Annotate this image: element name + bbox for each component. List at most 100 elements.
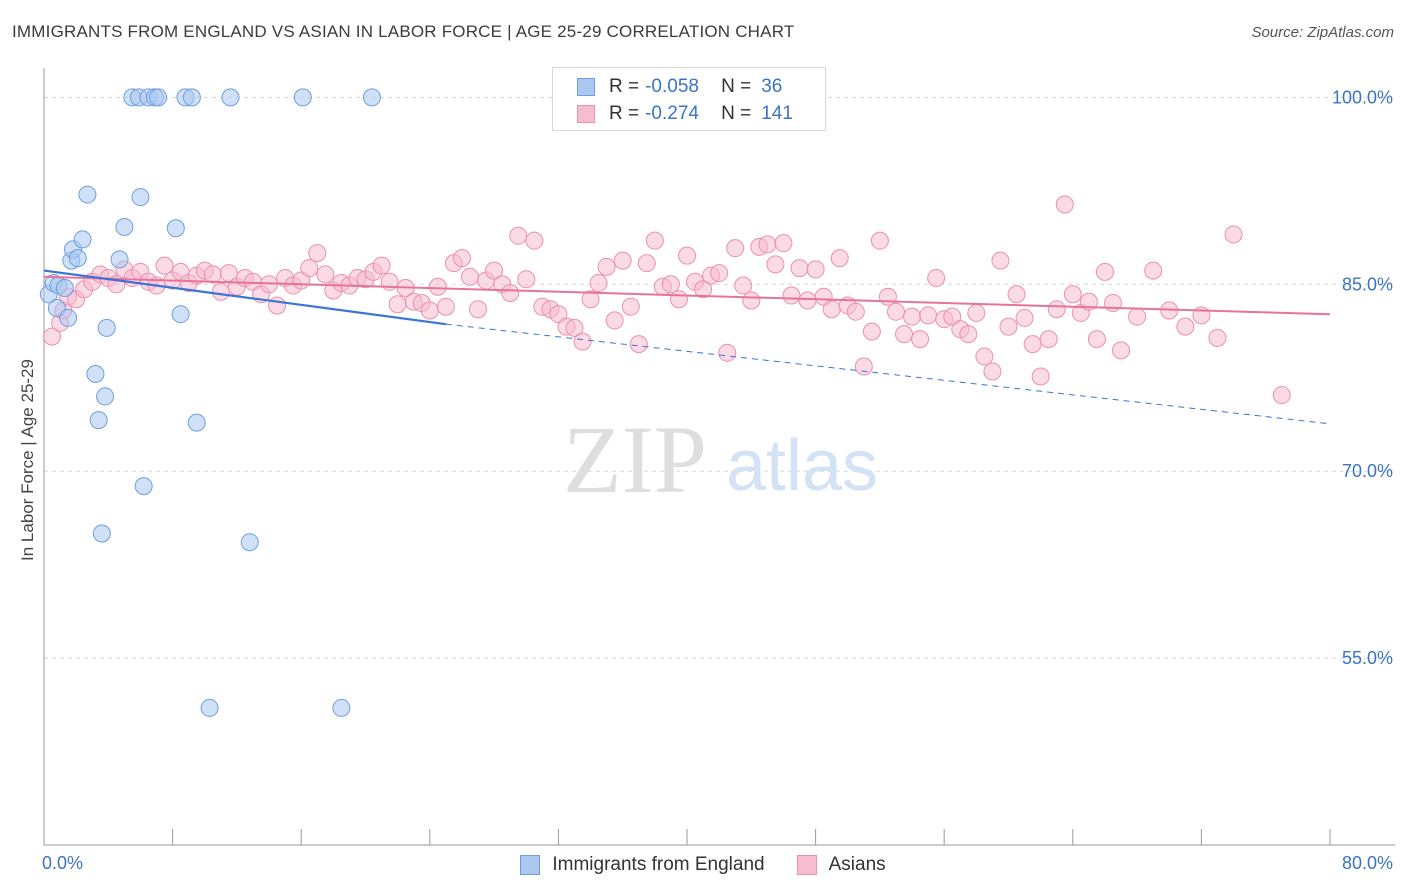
asian-point: [613, 251, 632, 270]
asian-point: [1055, 195, 1074, 214]
asian-point: [1176, 317, 1195, 336]
stats-row-england: R = -0.058 N = 36: [553, 74, 782, 100]
england-point: [240, 533, 259, 552]
legend-item-asians: Asians: [796, 854, 886, 876]
asian-point: [774, 234, 793, 253]
england-point: [134, 477, 153, 496]
trend-lines: [43, 269, 1331, 425]
england-point: [55, 279, 74, 298]
asian-point: [734, 276, 753, 295]
data-points: [39, 88, 1291, 717]
asian-point: [517, 270, 536, 289]
asian-point: [316, 265, 335, 284]
england-point: [86, 365, 105, 383]
asian-point: [1272, 386, 1291, 405]
asian-point: [452, 249, 471, 268]
asian-point: [983, 362, 1002, 381]
r-label: R =: [609, 103, 640, 124]
y-tick-label: 70.0%: [1342, 461, 1393, 481]
legend-label-asians: Asians: [828, 854, 886, 875]
asian-point: [509, 226, 528, 245]
source-credit: Source: ZipAtlas.com: [1251, 24, 1394, 41]
asian-point: [1112, 341, 1131, 360]
asian-point: [790, 259, 809, 278]
asians-legend-swatch: [796, 855, 817, 875]
asian-point: [919, 306, 938, 325]
asian-point: [605, 311, 624, 330]
n-value: 141: [761, 103, 793, 124]
asian-point: [501, 284, 520, 303]
asian-point: [637, 254, 656, 273]
tick-labels: 100.0% 85.0% 70.0% 55.0% 0.0% 80.0%: [42, 87, 1393, 873]
england-point: [332, 698, 351, 717]
asian-point: [203, 265, 222, 284]
axes: [43, 68, 1395, 846]
asian-point: [211, 282, 230, 301]
asian-point: [1079, 292, 1098, 311]
asian-point: [999, 317, 1018, 336]
asian-point: [1023, 335, 1042, 354]
n-label: N =: [721, 76, 752, 97]
england-point: [115, 217, 134, 236]
asian-point: [1039, 330, 1058, 349]
england-point: [131, 188, 150, 207]
asian-point: [573, 332, 592, 351]
r-label: R =: [609, 76, 640, 97]
stats-row-asians: R = -0.274 N = 141: [553, 101, 793, 127]
asian-point: [268, 296, 287, 315]
asian-point: [710, 264, 729, 283]
gridlines: [44, 96, 1395, 659]
asian-point: [485, 261, 504, 280]
asian-point: [822, 300, 841, 319]
asian-point: [43, 327, 62, 346]
chart-title: IMMIGRANTS FROM ENGLAND VS ASIAN IN LABO…: [12, 22, 795, 41]
asian-point: [428, 277, 447, 296]
england-point: [182, 88, 201, 107]
asian-point: [372, 256, 391, 275]
watermark-zip: ZIP: [563, 406, 707, 513]
asian-point: [726, 239, 745, 258]
asian-point: [1007, 285, 1026, 304]
asian-point: [895, 325, 914, 344]
asian-point: [927, 269, 946, 288]
asian-point: [1063, 285, 1082, 304]
asians-trend-line: [43, 275, 1331, 316]
england-point: [96, 387, 115, 406]
asian-point: [862, 322, 881, 341]
asian-point: [420, 301, 439, 320]
asian-point: [854, 357, 873, 376]
watermark-atlas: atlas: [726, 426, 878, 506]
asian-point: [1015, 308, 1034, 327]
england-point: [59, 308, 78, 327]
england-point: [89, 411, 108, 430]
watermark: ZIP atlas: [563, 406, 878, 513]
x-tick-label: 80.0%: [1342, 853, 1393, 873]
asian-point: [1144, 261, 1163, 280]
asian-point: [975, 347, 994, 366]
asian-point: [661, 275, 680, 294]
asian-point: [806, 260, 825, 279]
asian-point: [155, 256, 174, 275]
asian-point: [1128, 307, 1147, 326]
asian-point: [1224, 225, 1243, 244]
asian-point: [645, 231, 664, 250]
asian-point: [581, 290, 600, 309]
asian-point: [718, 343, 737, 362]
asian-point: [460, 267, 479, 286]
england-point: [221, 88, 240, 107]
asian-point: [758, 235, 777, 254]
asian-point: [1047, 300, 1066, 319]
england-swatch: [577, 78, 595, 96]
england-trend-line: [43, 269, 447, 326]
asian-point: [300, 259, 319, 278]
asian-point: [911, 330, 930, 349]
asian-point: [597, 257, 616, 276]
asian-point: [621, 297, 640, 316]
asian-point: [565, 318, 584, 337]
england-point: [110, 250, 129, 269]
asian-point: [525, 231, 544, 250]
asian-point: [669, 290, 688, 309]
asian-point: [1031, 367, 1050, 386]
england-legend-swatch: [520, 855, 541, 875]
